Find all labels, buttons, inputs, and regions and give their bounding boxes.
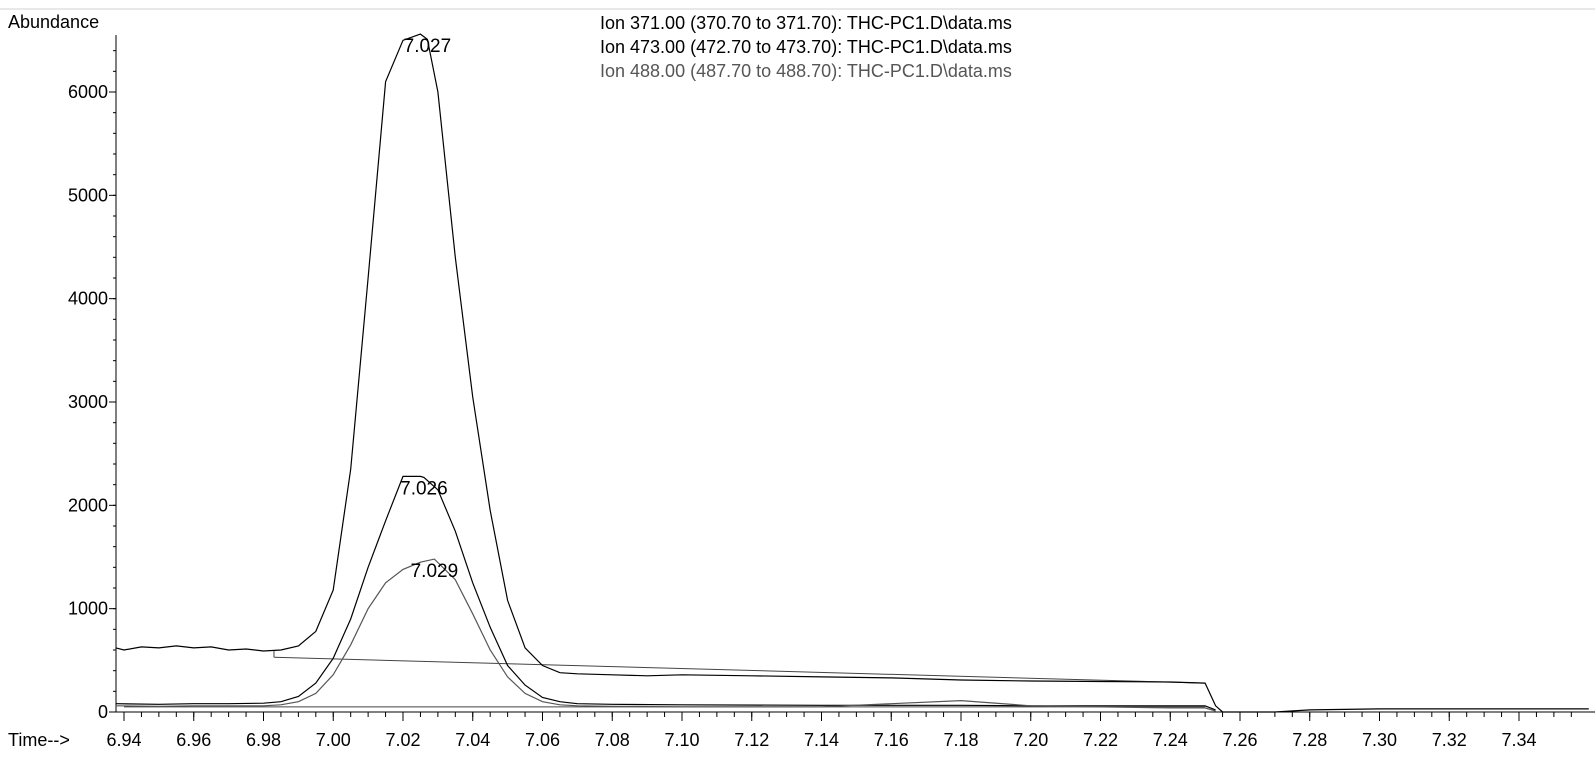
y-tick-label: 4000 (68, 289, 108, 309)
x-tick-label: 7.04 (455, 730, 490, 750)
y-tick-label: 6000 (68, 82, 108, 102)
peak-label: 7.027 (404, 36, 452, 57)
x-tick-label: 7.30 (1362, 730, 1397, 750)
legend: Ion 371.00 (370.70 to 371.70): THC-PC1.D… (600, 13, 1012, 81)
x-tick-label: 7.32 (1432, 730, 1467, 750)
y-axis-label: Abundance (8, 12, 99, 32)
x-tick-label: 7.02 (385, 730, 420, 750)
x-tick-label: 7.34 (1501, 730, 1536, 750)
x-tick-label: 6.96 (176, 730, 211, 750)
x-tick-label: 7.08 (595, 730, 630, 750)
x-axis-prefix: Time--> (8, 730, 70, 750)
x-tick-label: 7.06 (525, 730, 560, 750)
x-tick-label: 7.18 (943, 730, 978, 750)
legend-entry: Ion 473.00 (472.70 to 473.70): THC-PC1.D… (600, 37, 1012, 57)
series-line-2 (115, 475, 1216, 711)
y-tick-label: 1000 (68, 599, 108, 619)
x-tick-label: 7.12 (734, 730, 769, 750)
x-tick-label: 7.14 (804, 730, 839, 750)
x-tick-label: 7.10 (664, 730, 699, 750)
x-tick-label: 7.16 (874, 730, 909, 750)
x-tick-label: 6.94 (106, 730, 141, 750)
legend-entry: Ion 371.00 (370.70 to 371.70): THC-PC1.D… (600, 13, 1012, 33)
y-tick-label: 5000 (68, 185, 108, 205)
series-group (115, 33, 1589, 713)
axes: 6.94 6.96 6.98 7.00 7.02 7.04 7.06 7.08 7.10 7.12… (68, 35, 1595, 750)
y-tick-label: 0 (98, 702, 108, 722)
x-tick-label: 6.98 (246, 730, 281, 750)
peak-label: 7.029 (411, 561, 459, 582)
legend-entry: Ion 488.00 (487.70 to 488.70): THC-PC1.D… (600, 61, 1012, 81)
x-tick-label: 7.20 (1013, 730, 1048, 750)
y-tick-label: 2000 (68, 495, 108, 515)
series-line-1 (115, 33, 1589, 713)
y-tick-label: 3000 (68, 392, 108, 412)
x-tick-label: 7.24 (1153, 730, 1188, 750)
x-tick-label: 7.26 (1222, 730, 1257, 750)
series-line-3 (115, 558, 1216, 712)
x-tick-label: 7.22 (1083, 730, 1118, 750)
x-tick-label: 7.28 (1292, 730, 1327, 750)
peak-label: 7.026 (400, 478, 448, 499)
peak-labels: 7.027 7.026 7.029 (400, 36, 458, 582)
x-tick-label: 7.00 (316, 730, 351, 750)
integration-baseline (273, 656, 1206, 684)
